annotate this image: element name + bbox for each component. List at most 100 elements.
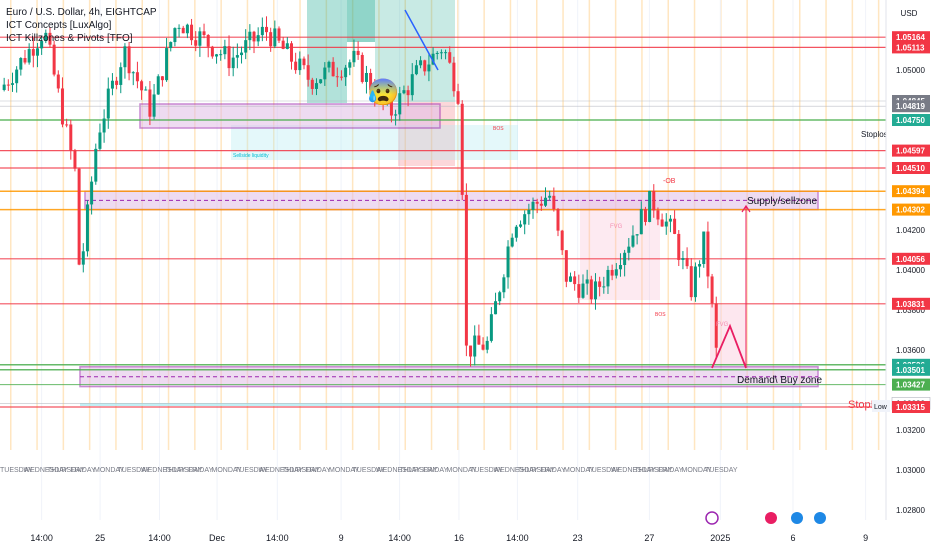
price-tag [892, 297, 930, 310]
candle-body [106, 88, 110, 119]
candle-body [356, 50, 360, 55]
candle-body [281, 40, 285, 49]
liquidity-label: Sellside liquidity [233, 153, 269, 159]
candle-body [181, 27, 185, 34]
candle-body [94, 148, 98, 182]
candle-body [448, 52, 452, 63]
flag-event-icon[interactable] [814, 512, 826, 524]
candle-body [48, 32, 52, 45]
candle-body [6, 84, 10, 86]
candle-body [627, 246, 631, 253]
flag-event-icon[interactable] [765, 512, 777, 524]
trend-line [404, 9, 439, 71]
candle-body [339, 76, 343, 78]
price-tag-label: 1.04597 [896, 147, 925, 156]
candle-body [185, 24, 189, 34]
price-tag-label: 1.05164 [896, 33, 925, 42]
session-stripe [430, 0, 433, 450]
candle-body [306, 65, 310, 80]
candle-body [577, 284, 581, 298]
candle-body [277, 28, 281, 41]
price-tick-label: 1.03000 [896, 466, 925, 475]
time-tick-label: 14:00 [506, 533, 529, 543]
candle-body [469, 345, 473, 357]
upper-zone [139, 103, 441, 129]
candle-body [369, 72, 373, 91]
session-stripe [167, 0, 170, 450]
time-tick-label: 6 [790, 533, 795, 543]
stoploss-label: Stoploss [861, 130, 892, 139]
target-arrowhead [741, 204, 751, 213]
indicator-killzones[interactable]: ICT Killzones & Pivots [TFO] [6, 33, 133, 44]
candle-body [165, 48, 169, 81]
candle-body [419, 60, 423, 66]
weekday-label: THURSDAY [47, 467, 85, 474]
candle-body [410, 74, 414, 96]
price-tick-label: 1.02800 [896, 506, 925, 515]
candle-body [223, 46, 227, 55]
candle-body [506, 246, 510, 278]
weekday-label: WEDNESDAY [494, 467, 539, 474]
fvg-box [347, 0, 375, 42]
candle-body [539, 203, 543, 206]
price-tag [892, 31, 930, 44]
candle-body [444, 52, 448, 54]
session-stripe [378, 0, 380, 450]
candle-body [265, 26, 269, 33]
candle-body [335, 76, 339, 78]
candle-body [435, 52, 439, 54]
candle-body [402, 90, 406, 94]
session-stripe [483, 0, 485, 450]
candle-body [489, 314, 493, 341]
price-tag-label: 1.04394 [896, 187, 925, 196]
liquidity-line [80, 403, 802, 406]
candle-body [573, 276, 577, 285]
low-tag-bg [872, 400, 890, 412]
candle-body [423, 60, 427, 72]
candle-body [169, 42, 173, 49]
candle-body [631, 235, 635, 247]
indicator-luxalgo[interactable]: ICT Concepts [LuxAlgo] [6, 20, 112, 31]
price-tag [892, 203, 930, 216]
weekday-label: MONDAY [447, 467, 478, 474]
session-stripe [509, 0, 512, 450]
candle-body [31, 49, 35, 56]
candle-body [73, 150, 77, 169]
candle-body [581, 283, 585, 298]
price-tick-label: 1.04200 [896, 226, 925, 235]
candle-body [714, 303, 718, 348]
price-tick-label: 1.03200 [896, 426, 925, 435]
candle-body [702, 231, 706, 265]
weekday-label: FRIDAY [188, 467, 213, 474]
candle-body [360, 54, 364, 82]
time-tick-label: 16 [454, 533, 464, 543]
weekday-label: MONDAY [564, 467, 595, 474]
candle-body [177, 27, 181, 29]
price-tag [892, 363, 930, 376]
lightning-icon[interactable] [705, 511, 719, 525]
session-stripe [536, 0, 538, 450]
candle-body [69, 124, 73, 151]
weekday-label: TUESDAY [470, 467, 503, 474]
weekday-label: FRIDAY [658, 467, 683, 474]
candle-body [652, 190, 656, 211]
session-stripe [115, 0, 117, 450]
flag-event-icon[interactable] [791, 512, 803, 524]
price-tick-label: 1.05000 [896, 66, 925, 75]
price-tag [892, 185, 930, 198]
candle-body [235, 55, 239, 58]
candle-body [698, 264, 702, 267]
candle-body [535, 201, 539, 204]
candle-body [452, 62, 456, 92]
candle-body [519, 224, 523, 227]
candle-body [373, 90, 377, 100]
candle-body [639, 209, 643, 235]
candle-body [456, 91, 460, 104]
candle-body [481, 344, 485, 350]
candle-body [673, 218, 677, 234]
candle-body [135, 72, 139, 82]
candle-body [173, 28, 177, 43]
candle-body [439, 52, 443, 54]
session-stripe [693, 0, 696, 450]
